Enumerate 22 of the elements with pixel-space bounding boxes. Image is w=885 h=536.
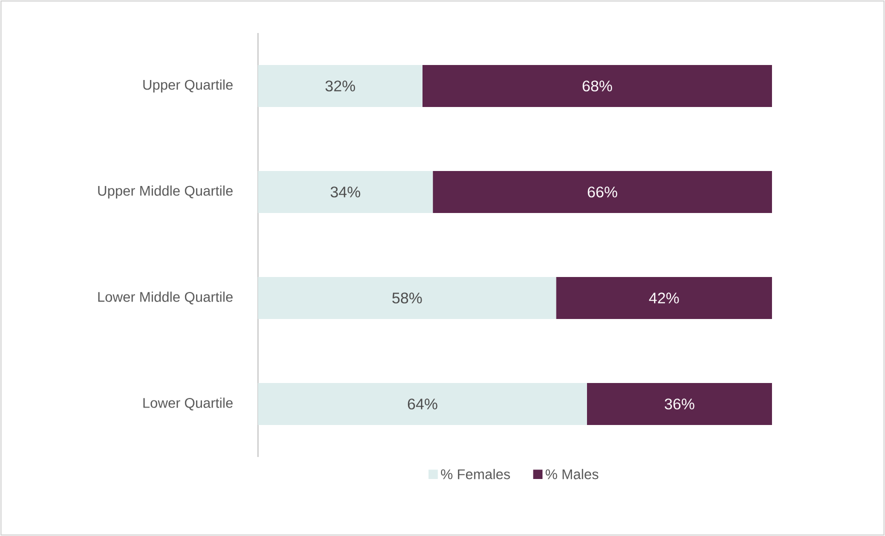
- data-label: 66%: [588, 186, 618, 198]
- y-tick-label: Upper Quartile: [143, 79, 233, 93]
- bar: [258, 277, 556, 320]
- data-label: 36%: [664, 398, 694, 410]
- bar: [432, 171, 772, 214]
- legend-label: % Males: [546, 468, 598, 480]
- legend-label: % Females: [440, 468, 510, 480]
- bar: [258, 383, 587, 426]
- data-label: 64%: [408, 398, 438, 410]
- bar: [258, 171, 433, 214]
- bar: [258, 65, 422, 108]
- data-label: 34%: [330, 186, 360, 198]
- y-tick-label: Upper Middle Quartile: [98, 185, 233, 199]
- data-label: 68%: [582, 80, 612, 92]
- y-tick-label: Lower Quartile: [143, 398, 233, 410]
- bar: [422, 65, 772, 108]
- bar: [586, 383, 772, 426]
- data-label: 58%: [392, 292, 422, 304]
- data-label: 42%: [649, 292, 679, 304]
- y-tick-label: Lower Middle Quartile: [98, 292, 233, 304]
- bar: [556, 277, 772, 320]
- data-label: 32%: [325, 80, 356, 92]
